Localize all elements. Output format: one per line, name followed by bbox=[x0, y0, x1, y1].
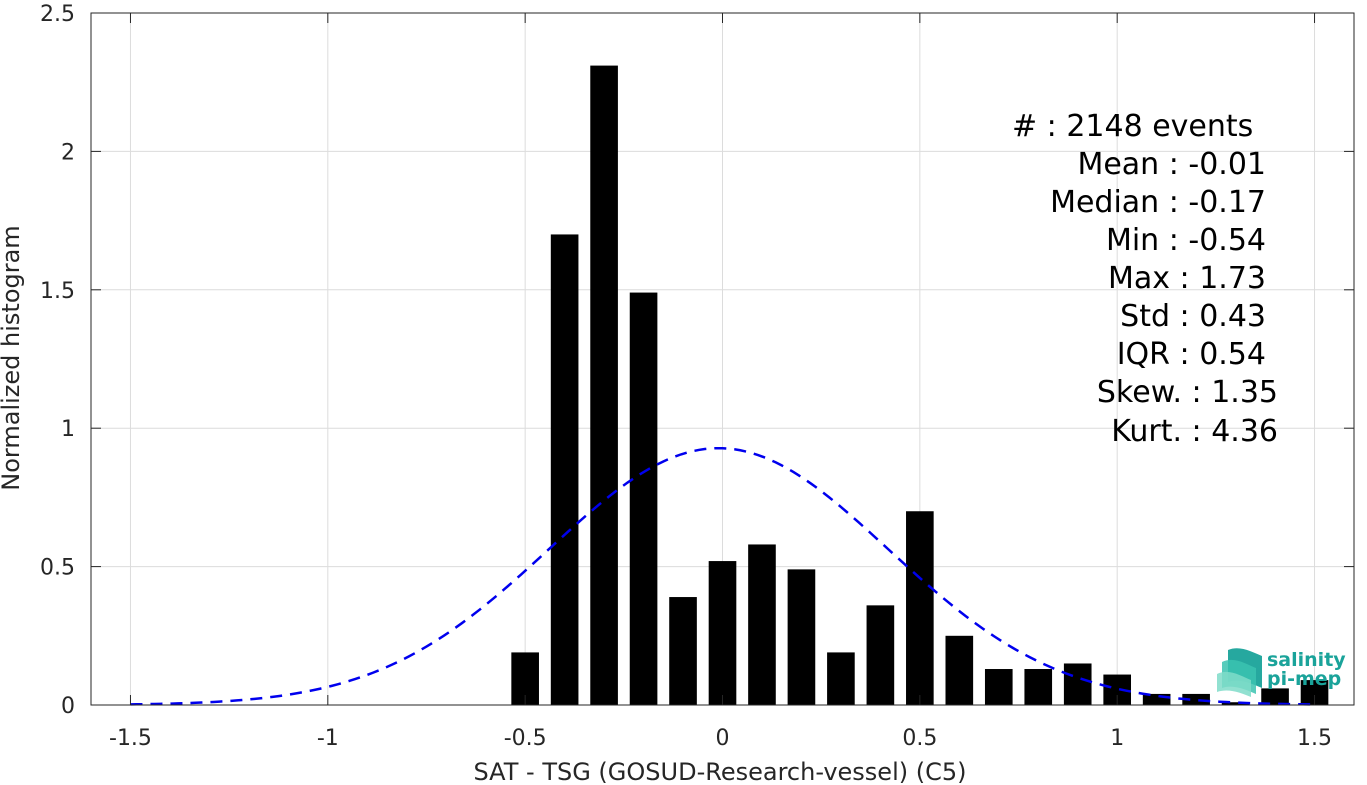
stat-median: Median : -0.17 bbox=[1050, 185, 1266, 220]
histogram-bar bbox=[1024, 669, 1053, 705]
histogram-bar bbox=[984, 669, 1013, 705]
stat-kurtosis: Kurt. : 4.36 bbox=[1111, 414, 1278, 449]
stat-skewness: Skew. : 1.35 bbox=[1097, 375, 1278, 410]
histogram-bar bbox=[590, 65, 618, 706]
histogram-bar bbox=[708, 561, 737, 705]
logo-waves-icon bbox=[1217, 648, 1262, 697]
histogram-bar bbox=[866, 605, 895, 705]
gaussian-fit-curve bbox=[130, 446, 1315, 706]
histogram-bar bbox=[629, 292, 658, 705]
x-tick-label: 1 bbox=[1110, 726, 1124, 751]
stat-events: # : 2148 events bbox=[1012, 109, 1253, 144]
histogram-bar bbox=[827, 652, 855, 705]
y-tick-label: 0.5 bbox=[40, 556, 75, 581]
stat-iqr: IQR : 0.54 bbox=[1117, 337, 1266, 372]
axis-ticks bbox=[91, 12, 1354, 706]
stat-std: Std : 0.43 bbox=[1120, 299, 1266, 334]
histogram-bar bbox=[748, 544, 776, 705]
gaussian-fit-line bbox=[130, 446, 1315, 706]
histogram-bar bbox=[1221, 702, 1250, 705]
y-tick-label: 2.5 bbox=[40, 2, 75, 27]
histogram-bar bbox=[1142, 693, 1171, 705]
stat-min: Min : -0.54 bbox=[1106, 223, 1266, 258]
y-tick-label: 0 bbox=[61, 694, 75, 719]
histogram-bar bbox=[1063, 663, 1092, 705]
histogram-bar bbox=[669, 597, 697, 705]
logo-line-2: pi-mep bbox=[1267, 668, 1341, 690]
statistics-annotation: # : 2148 events Mean : -0.01 Median : -0… bbox=[1012, 109, 1278, 449]
histogram-bar bbox=[787, 569, 816, 705]
stat-max: Max : 1.73 bbox=[1108, 261, 1266, 296]
histogram-bar bbox=[1261, 688, 1289, 705]
y-tick-labels: 0 0.5 1 1.5 2 2.5 bbox=[40, 2, 75, 719]
x-tick-label: -1 bbox=[317, 726, 339, 751]
x-axis-label: SAT - TSG (GOSUD-Research-vessel) (C5) bbox=[474, 758, 967, 785]
x-tick-label: 0.5 bbox=[902, 726, 937, 751]
stat-mean: Mean : -0.01 bbox=[1077, 147, 1266, 182]
x-tick-label: 0 bbox=[716, 726, 730, 751]
bar-series bbox=[511, 65, 1329, 706]
x-tick-label: 1.5 bbox=[1297, 726, 1332, 751]
histogram-bar bbox=[906, 511, 934, 705]
y-axis-label: Normalized histogram bbox=[0, 225, 25, 490]
x-tick-label: -0.5 bbox=[504, 726, 547, 751]
salinity-pi-mep-logo: salinity pi-mep bbox=[1217, 648, 1346, 697]
y-tick-label: 2 bbox=[61, 140, 75, 165]
x-tick-label: -1.5 bbox=[109, 726, 152, 751]
histogram-bar bbox=[1182, 693, 1210, 705]
y-tick-label: 1 bbox=[61, 417, 75, 442]
y-tick-label: 1.5 bbox=[40, 279, 75, 304]
logo-line-1: salinity bbox=[1267, 649, 1346, 671]
x-tick-labels: -1.5 -1 -0.5 0 0.5 1 1.5 bbox=[109, 726, 1332, 751]
histogram-bar bbox=[550, 234, 579, 705]
histogram-bar bbox=[945, 635, 974, 705]
